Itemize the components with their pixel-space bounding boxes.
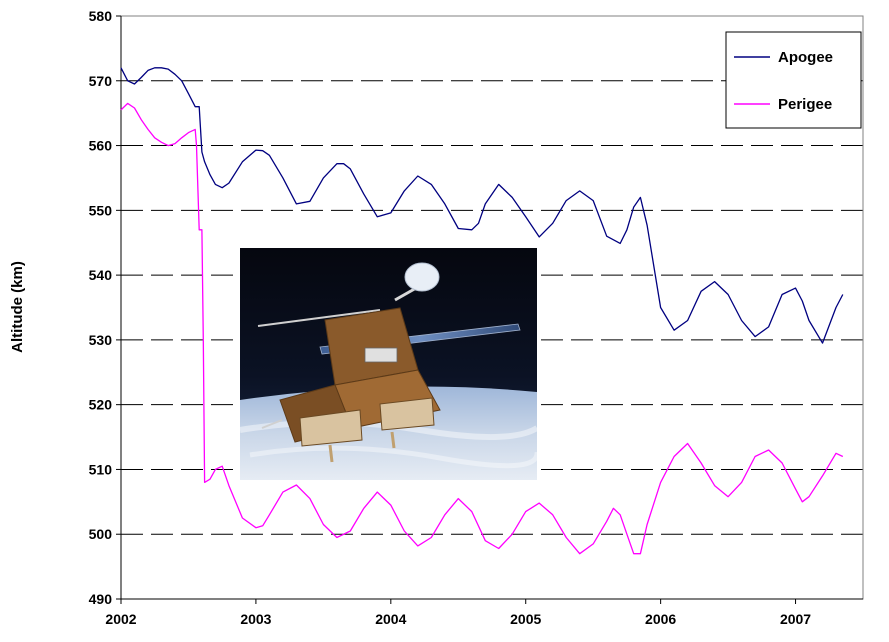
x-tick-label-2007: 2007 [780,611,811,627]
y-tick-label-560: 560 [89,138,113,154]
x-tick-label-2005: 2005 [510,611,541,627]
y-tick-label-500: 500 [89,526,113,542]
y-tick-label-530: 530 [89,332,113,348]
y-tick-label-580: 580 [89,8,113,24]
legend-label-apogee: Apogee [778,49,833,66]
y-tick-labels: 490 500 510 520 530 540 550 560 570 580 [89,8,113,607]
x-tick-label-2003: 2003 [240,611,271,627]
legend: Apogee Perigee [725,31,862,129]
legend-box [725,31,862,129]
y-tick-label-490: 490 [89,591,113,607]
y-tick-label-550: 550 [89,202,113,218]
satellite-image [239,248,540,480]
x-tick-label-2006: 2006 [645,611,676,627]
x-tick-label-2002: 2002 [105,611,136,627]
y-tick-label-570: 570 [89,73,113,89]
y-tick-label-520: 520 [89,397,113,413]
y-tick-label-540: 540 [89,267,113,283]
legend-label-perigee: Perigee [778,96,832,113]
series-lines [120,67,844,555]
series-line-apogee [120,67,844,344]
y-axis-title: Altitude (km) [9,261,26,353]
y-tick-label-510: 510 [89,461,113,477]
series-line-perigee [120,102,844,555]
x-tick-labels: 2002 2003 2004 2005 2006 2007 [105,611,811,627]
x-tick-label-2004: 2004 [375,611,406,627]
axes [116,15,864,604]
